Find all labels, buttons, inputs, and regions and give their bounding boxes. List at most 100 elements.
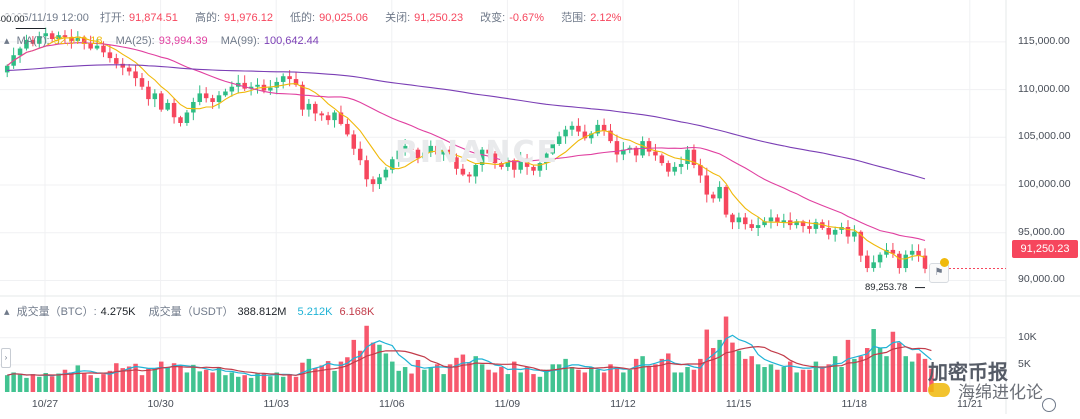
x-tick-label: 10/27 — [31, 398, 59, 410]
volume-bar — [37, 376, 42, 392]
volume-toggle-icon[interactable]: ▴ — [4, 306, 10, 318]
volume-bar — [852, 358, 857, 392]
low-annotation: 89,253.78 — [865, 281, 908, 293]
candle-body — [319, 113, 324, 116]
candle-body — [730, 214, 735, 223]
brand-logo-icon — [928, 383, 950, 397]
volume-bar — [101, 374, 106, 392]
volume-bar — [415, 359, 421, 392]
volume-bar — [826, 364, 831, 392]
candle-body — [852, 231, 857, 237]
candle-body — [454, 157, 459, 169]
candle-body — [191, 101, 196, 113]
volume-bar — [210, 372, 215, 392]
volume-bar — [903, 356, 908, 392]
volume-bar — [550, 364, 555, 392]
volume-bar — [454, 357, 459, 392]
candle-body — [287, 76, 292, 80]
volume-bar — [499, 367, 504, 392]
volume-bar — [576, 369, 581, 392]
candle-body — [107, 52, 113, 59]
volume-bar — [563, 358, 568, 392]
x-tick-label: 11/03 — [263, 398, 289, 410]
ma7-line — [6, 36, 926, 260]
candle-body — [203, 93, 209, 99]
volume-bar — [268, 376, 273, 392]
volume-ma10-value: 6.168K — [339, 306, 375, 318]
y-tick-label: 105,000.00 — [1018, 130, 1071, 143]
volume-bar — [30, 374, 36, 392]
volume-bar — [736, 350, 742, 392]
candle-body — [94, 45, 100, 49]
volume-bar — [4, 375, 10, 392]
candle-body — [467, 174, 472, 177]
candle-body — [884, 249, 889, 255]
candle-body — [826, 227, 831, 235]
candle-body — [646, 141, 652, 152]
candle-body — [88, 43, 93, 49]
settings-gear-icon[interactable] — [1042, 398, 1056, 412]
candle-body — [274, 81, 280, 88]
volume-bar — [582, 372, 588, 392]
candle-body — [858, 231, 864, 256]
volume-bar — [229, 372, 235, 392]
volume-bar — [460, 354, 466, 392]
x-tick-label: 11/06 — [379, 398, 405, 410]
volume-bar — [191, 364, 196, 392]
candle-body — [24, 39, 29, 49]
candle-body — [242, 82, 247, 89]
ma7-label: MA(7): — [16, 35, 50, 47]
candle-body — [486, 149, 491, 154]
collapse-handle[interactable]: › — [1, 348, 11, 368]
candle-body — [338, 112, 344, 124]
volume-bar — [223, 375, 228, 392]
volume-usdt-label: 成交量（USDT） — [148, 306, 234, 318]
volume-bar — [589, 367, 594, 392]
volume-bar — [897, 342, 902, 392]
flag-icon[interactable]: ⚑ — [929, 263, 949, 283]
candle-body — [165, 102, 170, 110]
range-label: 范围: — [561, 12, 587, 24]
high-value: 91,976.12 — [224, 12, 273, 24]
candle-body — [633, 147, 639, 156]
volume-bar — [447, 364, 453, 392]
y-tick-label: 95,000.00 — [1018, 225, 1065, 238]
volume-bar — [807, 369, 812, 392]
candle-body — [75, 38, 81, 41]
candle-body — [698, 164, 703, 176]
ma-toggle-icon[interactable]: ▴ — [4, 35, 10, 47]
candle-body — [710, 194, 716, 199]
ma99-label: MA(99): — [220, 35, 260, 47]
candle-body — [916, 250, 921, 256]
volume-bar — [390, 361, 395, 392]
candle-body — [845, 227, 851, 237]
volume-bar — [325, 361, 331, 392]
volume-bar — [479, 364, 485, 392]
volume-bar — [300, 362, 305, 392]
volume-bar — [152, 368, 158, 392]
candle-body — [755, 225, 761, 228]
candle-body — [114, 58, 119, 64]
volume-bar — [666, 353, 671, 392]
volume-tick-label: 10K — [1018, 330, 1037, 343]
candle-body — [152, 93, 158, 100]
volume-bar — [864, 348, 870, 392]
candle-body — [576, 125, 581, 132]
volume-bar — [794, 372, 799, 392]
candle-body — [871, 262, 876, 269]
volume-bar — [537, 376, 543, 392]
volume-bar — [178, 365, 183, 392]
volume-bar — [845, 339, 851, 392]
volume-bar — [146, 368, 151, 392]
volume-bar — [107, 370, 113, 392]
candle-body — [133, 71, 138, 79]
volume-bar — [884, 356, 889, 392]
candle-body — [280, 76, 286, 82]
volume-bar — [723, 316, 729, 392]
volume-bar — [396, 370, 401, 392]
candle-body — [499, 163, 504, 167]
volume-bar — [351, 339, 357, 392]
change-label: 改变: — [480, 12, 506, 24]
